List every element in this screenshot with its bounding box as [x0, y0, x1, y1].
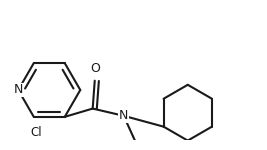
Text: N: N	[14, 84, 23, 96]
Text: N: N	[119, 109, 128, 122]
Text: O: O	[90, 63, 100, 75]
Text: Cl: Cl	[30, 126, 42, 139]
